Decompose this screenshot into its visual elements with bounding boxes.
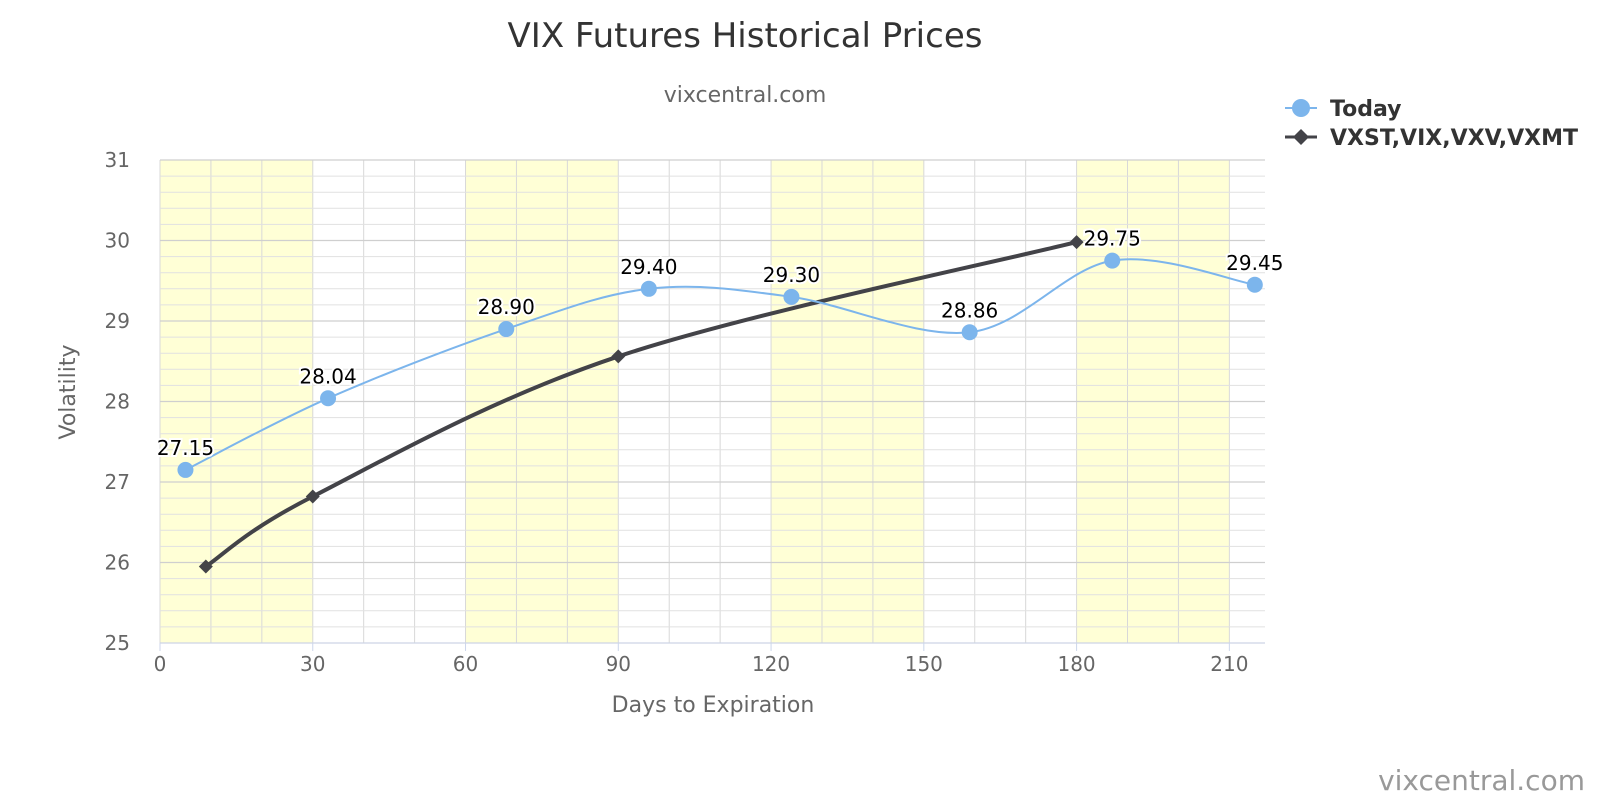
point-term-structure <box>198 559 213 574</box>
legend-today-marker <box>1292 99 1310 117</box>
data-label-today: 28.04 <box>299 364 356 388</box>
y-tick-label: 31 <box>105 148 130 172</box>
point-today <box>640 280 657 297</box>
data-labels: 27.15 28.04 28.90 29.40 29.30 28.86 29.75 29.45 <box>155 225 1286 462</box>
point-term-structure <box>1069 235 1084 250</box>
legend-term-label: VXST,VIX,VXV,VXMT <box>1330 126 1578 151</box>
data-label-today: 29.40 <box>620 255 677 279</box>
data-label-today: 29.45 <box>1226 251 1283 275</box>
legend-term-marker <box>1293 129 1309 145</box>
series-layer <box>177 235 1263 574</box>
axes: 0 30 60 90 120 150 180 210 25 26 27 28 29 30 31 <box>105 148 1265 676</box>
x-tick-label: 180 <box>1057 652 1095 676</box>
y-tick-label: 26 <box>105 551 130 575</box>
legend-item-today[interactable]: Today <box>1285 97 1401 122</box>
data-label-today: 28.90 <box>478 295 535 319</box>
y-tick-label: 29 <box>105 309 130 333</box>
point-today <box>1246 276 1263 293</box>
point-today <box>783 288 800 305</box>
x-tick-label: 150 <box>905 652 943 676</box>
x-tick-label: 90 <box>606 652 631 676</box>
point-today <box>498 321 515 338</box>
legend-today-label: Today <box>1330 97 1401 122</box>
y-tick-label: 30 <box>105 229 130 253</box>
chart-title: VIX Futures Historical Prices <box>508 16 983 56</box>
y-tick-label: 25 <box>105 631 130 655</box>
x-tick-label: 120 <box>752 652 790 676</box>
x-axis-title: Days to Expiration <box>612 693 815 718</box>
point-today <box>177 461 194 478</box>
data-label-today: 28.86 <box>941 298 998 322</box>
y-tick-label: 28 <box>105 390 130 414</box>
y-tick-label: 27 <box>105 470 130 494</box>
point-term-structure <box>611 349 626 364</box>
x-tick-label: 0 <box>154 652 167 676</box>
point-today <box>961 324 978 341</box>
credit-link[interactable]: vixcentral.com <box>1378 764 1585 797</box>
x-tick-label: 210 <box>1210 652 1248 676</box>
point-term-structure <box>305 489 320 504</box>
data-label-today: 29.30 <box>763 263 820 287</box>
data-label-today: 27.15 <box>157 436 214 460</box>
legend-item-term-structure[interactable]: VXST,VIX,VXV,VXMT <box>1285 126 1578 151</box>
y-axis-title: Volatility <box>56 344 81 439</box>
series-line-term-structure <box>204 240 1078 569</box>
legend: Today VXST,VIX,VXV,VXMT <box>1285 97 1578 151</box>
point-today <box>320 390 337 407</box>
x-tick-label: 30 <box>300 652 325 676</box>
chart-subtitle: vixcentral.com <box>664 83 827 108</box>
point-today <box>1104 252 1121 269</box>
x-tick-label: 60 <box>453 652 478 676</box>
series-line-today <box>185 258 1255 471</box>
data-label-today: 29.75 <box>1084 227 1141 251</box>
